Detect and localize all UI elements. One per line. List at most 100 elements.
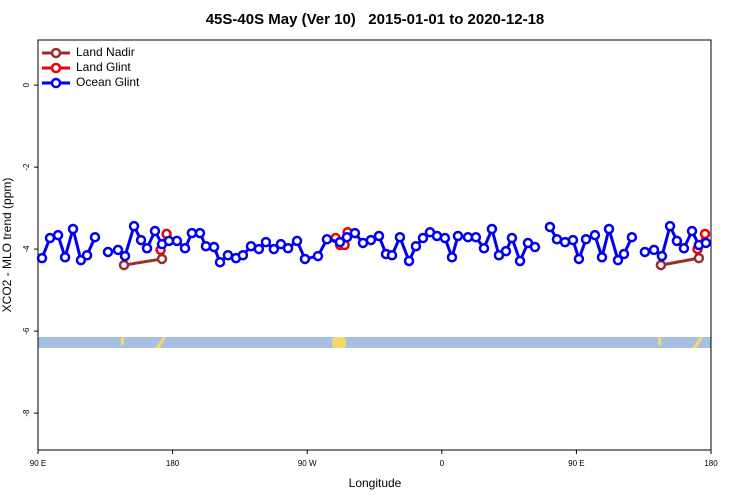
x-tick-label: 180	[166, 459, 180, 468]
series-line	[123, 256, 700, 267]
point	[141, 243, 153, 254]
point	[551, 234, 563, 245]
point	[36, 252, 48, 264]
point	[81, 250, 93, 261]
point	[580, 234, 592, 245]
point	[500, 245, 512, 257]
x-tick-label: 180	[704, 459, 718, 468]
point	[334, 236, 346, 248]
y-tick-label: 0	[22, 82, 31, 87]
point	[222, 250, 234, 261]
point	[573, 253, 585, 265]
y-tick-label: -2	[22, 163, 31, 171]
point	[156, 253, 168, 265]
point	[700, 237, 712, 249]
point	[626, 231, 638, 243]
point	[118, 259, 130, 271]
point	[214, 256, 226, 268]
point	[486, 223, 498, 235]
point	[618, 248, 630, 260]
point	[312, 250, 324, 262]
x-tick-label: 0	[440, 459, 445, 468]
point	[693, 252, 705, 264]
point	[439, 232, 451, 244]
legend-marker	[50, 62, 62, 74]
point	[544, 221, 556, 233]
point	[282, 243, 294, 254]
point	[237, 250, 249, 261]
point	[567, 234, 579, 246]
chart-title: 45S-40S May (Ver 10) 2015-01-01 to 2020-…	[206, 11, 545, 28]
point	[52, 229, 64, 241]
y-axis-label: XCO2 - MLO trend (ppm)	[0, 178, 14, 313]
point	[678, 243, 690, 254]
point	[44, 232, 56, 244]
point	[452, 230, 464, 242]
x-tick-label: 90 W	[298, 459, 317, 468]
point	[446, 252, 458, 263]
point	[128, 220, 140, 232]
point	[208, 241, 220, 253]
x-tick-label: 90 E	[568, 459, 584, 468]
point	[119, 250, 131, 262]
legend-marker	[50, 77, 62, 89]
point	[664, 220, 676, 232]
point	[470, 231, 482, 243]
point	[365, 234, 377, 246]
point	[655, 259, 667, 271]
point	[67, 223, 79, 235]
point	[253, 243, 265, 255]
point	[321, 234, 333, 245]
y-tick-label: -4	[22, 245, 31, 253]
point	[194, 227, 206, 239]
point	[260, 236, 272, 248]
point	[589, 229, 601, 241]
legend-marker	[50, 47, 62, 59]
legend-label: Land Nadir	[76, 45, 135, 59]
point	[612, 254, 624, 266]
point	[656, 250, 668, 262]
x-tick-label: 90 E	[30, 459, 46, 468]
point	[596, 252, 608, 263]
land-ocean-strip	[38, 337, 711, 348]
point	[417, 232, 429, 244]
point	[171, 235, 183, 247]
y-tick-label: -6	[22, 327, 31, 335]
point	[179, 243, 191, 254]
point	[112, 244, 124, 256]
point	[200, 240, 212, 252]
point	[386, 250, 398, 261]
point	[506, 232, 518, 244]
point	[686, 225, 698, 237]
point	[394, 231, 406, 243]
point	[671, 235, 683, 247]
point	[403, 255, 415, 267]
point	[648, 244, 660, 256]
point	[102, 246, 114, 258]
point	[603, 223, 615, 235]
point	[410, 240, 422, 252]
x-axis-label: Longitude	[349, 476, 402, 490]
legend-label: Land Glint	[76, 60, 131, 74]
point	[149, 225, 161, 237]
y-tick-label: -8	[22, 409, 31, 417]
point	[373, 230, 385, 242]
series-line	[40, 221, 707, 266]
point	[639, 246, 651, 258]
point	[268, 243, 280, 255]
legend-label: Ocean Glint	[76, 75, 140, 89]
plot-frame	[37, 39, 712, 451]
point	[341, 231, 353, 243]
point	[291, 235, 303, 247]
point	[514, 255, 526, 267]
point	[186, 227, 198, 239]
point	[349, 227, 361, 239]
point	[299, 253, 311, 265]
point	[135, 234, 147, 246]
point	[699, 228, 711, 240]
point	[529, 241, 541, 253]
point	[478, 243, 490, 254]
point	[89, 231, 101, 243]
point	[59, 252, 71, 263]
